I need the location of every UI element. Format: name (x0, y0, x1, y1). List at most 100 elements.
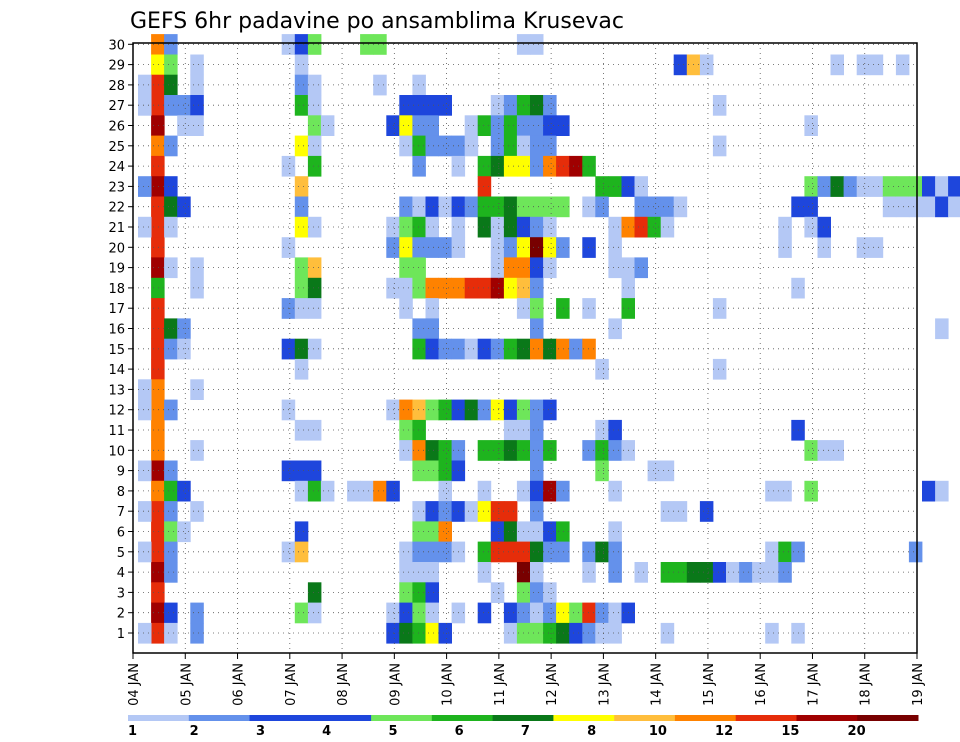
heatmap-cell (935, 196, 949, 218)
heatmap-cell (869, 54, 884, 76)
heatmap-cell (425, 460, 439, 482)
heatmap-cell (164, 480, 178, 502)
heatmap-cell (307, 216, 322, 238)
heatmap-cell (412, 399, 426, 421)
heatmap-cell (503, 196, 518, 218)
y-tick-label: 12 (108, 404, 125, 419)
heatmap-cell (582, 338, 596, 360)
heatmap-cell (425, 277, 439, 299)
heatmap-cell (164, 318, 178, 340)
heatmap-cell (712, 95, 727, 116)
heatmap-cell (151, 277, 165, 299)
heatmap-cell (151, 602, 165, 624)
heatmap-cell (673, 196, 688, 218)
heatmap-cell (412, 562, 426, 583)
heatmap-cell (765, 480, 779, 502)
heatmap-cell (503, 135, 518, 157)
y-tick-label: 27 (108, 99, 125, 114)
heatmap-cell (294, 521, 309, 543)
heatmap-cell (543, 135, 557, 157)
y-tick-label: 30 (108, 38, 125, 53)
x-tick-label: 17 JAN (806, 663, 821, 706)
legend-label: 15 (781, 724, 799, 739)
heatmap-cell (138, 216, 152, 238)
heatmap-cell (164, 622, 178, 644)
heatmap-cell (869, 237, 884, 258)
heatmap-cell (412, 602, 426, 624)
heatmap-cell (164, 95, 178, 116)
heatmap-cell (503, 257, 518, 279)
heatmap-cell (425, 501, 439, 522)
heatmap-cell (569, 622, 583, 644)
heatmap-cell (151, 115, 165, 136)
heatmap-cell (425, 318, 439, 340)
heatmap-cell (817, 440, 831, 461)
heatmap-cell (922, 480, 936, 502)
heatmap-cell (412, 622, 426, 644)
heatmap-cell (138, 176, 152, 197)
heatmap-cell (556, 338, 570, 360)
heatmap-cell (895, 176, 910, 197)
x-tick-label: 19 JAN (911, 663, 926, 706)
x-tick-label: 15 JAN (702, 663, 717, 706)
heatmap-cell (556, 602, 570, 624)
heatmap-cell (294, 176, 309, 197)
heatmap-cell (399, 582, 413, 603)
heatmap-cell (399, 541, 413, 563)
heatmap-cell (477, 155, 492, 177)
heatmap-cell (530, 460, 544, 482)
heatmap-cell (543, 257, 557, 279)
heatmap-cell (294, 338, 309, 360)
heatmap-cell (307, 135, 322, 157)
heatmap-cell (138, 74, 152, 96)
heatmap-cell (412, 501, 426, 522)
heatmap-cell (582, 440, 596, 461)
heatmap-cell (151, 480, 165, 502)
heatmap-cell (530, 257, 544, 279)
heatmap-cell (294, 34, 309, 55)
heatmap-cell (543, 622, 557, 644)
heatmap-cell (151, 74, 165, 96)
heatmap-cell (582, 541, 596, 563)
heatmap-cell (425, 622, 439, 644)
heatmap-cell (530, 521, 544, 543)
heatmap-cell (608, 440, 622, 461)
heatmap-cell (543, 582, 557, 603)
heatmap-cell (412, 95, 426, 116)
heatmap-cell (477, 440, 492, 461)
heatmap-cell (778, 480, 792, 502)
heatmap-cell (190, 54, 204, 76)
heatmap-cell (151, 622, 165, 644)
heatmap-cell (477, 399, 492, 421)
heatmap-cell (595, 622, 609, 644)
y-tick-label: 3 (117, 586, 125, 601)
heatmap-cell (164, 257, 178, 279)
y-tick-label: 14 (108, 363, 125, 378)
grid-lines (133, 43, 917, 653)
heatmap-cell (490, 257, 505, 279)
heatmap-cell (608, 521, 622, 543)
heatmap-cell (712, 358, 727, 380)
heatmap-cell (151, 582, 165, 603)
heatmap-cells (138, 34, 960, 644)
heatmap-cell (712, 562, 727, 583)
heatmap-cell (595, 541, 609, 563)
heatmap-cell (935, 176, 949, 197)
heatmap-cell (595, 196, 609, 218)
heatmap-cell (190, 277, 204, 299)
heatmap-cell (869, 176, 884, 197)
legend-swatch (735, 715, 797, 721)
heatmap-cell (138, 622, 152, 644)
heatmap-cell (660, 501, 675, 522)
heatmap-cell (503, 419, 518, 441)
heatmap-cell (399, 115, 413, 136)
legend-label: 12 (715, 724, 733, 739)
heatmap-cell (164, 74, 178, 96)
heatmap-cell (190, 501, 204, 522)
legend-swatch (249, 715, 311, 721)
legend-swatch (796, 715, 858, 721)
heatmap-cell (425, 602, 439, 624)
heatmap-cell (503, 216, 518, 238)
heatmap-cell (360, 34, 374, 55)
heatmap-cell (164, 521, 178, 543)
